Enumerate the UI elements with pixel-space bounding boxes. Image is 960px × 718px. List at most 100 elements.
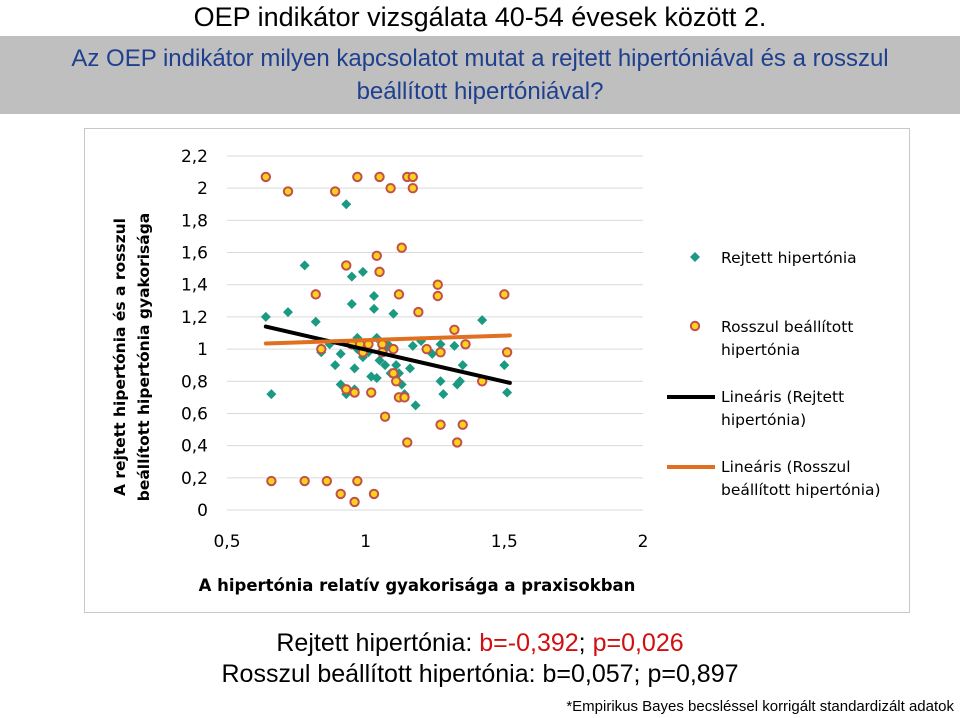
poorly-controlled-point bbox=[368, 488, 380, 500]
y-tick-labels: 0 0,2 0,4 0,6 0,8 1 1,2 1,4 1,6 1,8 2 2,2 bbox=[181, 147, 208, 521]
trend-line-poorly-controlled bbox=[263, 333, 512, 346]
poorly-controlled-point bbox=[451, 437, 463, 448]
y-tick-label: 1,2 bbox=[181, 308, 208, 328]
hidden-hypertension-point bbox=[266, 389, 277, 400]
hidden-hypertension-point bbox=[407, 340, 418, 351]
poorly-controlled-point bbox=[335, 488, 346, 500]
grid-lines bbox=[227, 155, 643, 511]
x-tick-label: 2 bbox=[638, 532, 649, 552]
poorly-controlled-point bbox=[385, 182, 396, 194]
poorly-controlled-point bbox=[352, 171, 363, 183]
question-line-1: Az OEP indikátor milyen kapcsolatot muta… bbox=[71, 45, 889, 72]
poorly-controlled-point bbox=[282, 186, 294, 197]
hidden-hypertension-point bbox=[335, 348, 346, 359]
hidden-hypertension-point bbox=[346, 299, 357, 310]
poorly-controlled-point bbox=[349, 387, 360, 398]
y-axis-title-line-1: A rejtett hipertónia és a rosszul bbox=[111, 218, 129, 496]
y-tick-label: 1,6 bbox=[181, 244, 208, 264]
hidden-hypertension-point bbox=[374, 355, 385, 366]
y-tick-label: 0,8 bbox=[181, 372, 208, 392]
poorly-controlled-point bbox=[379, 411, 391, 422]
trend-lines bbox=[263, 324, 512, 385]
poorly-controlled-point bbox=[435, 347, 446, 358]
legend-marker-poorly-controlled bbox=[689, 320, 701, 332]
poorly-controlled-point bbox=[399, 392, 410, 403]
poorly-controlled-point bbox=[341, 384, 352, 395]
result-hidden-p: p=0,026 bbox=[592, 629, 684, 657]
y-axis-title-line-2: beállított hipertónia gyakorisága bbox=[135, 213, 153, 502]
y-tick-label: 0,2 bbox=[181, 469, 208, 489]
poorly-controlled-point bbox=[316, 343, 327, 355]
hidden-hypertension-point bbox=[368, 290, 379, 301]
trend-line-hidden bbox=[263, 324, 512, 385]
poorly-controlled-point bbox=[499, 289, 510, 300]
hidden-hypertension-point bbox=[438, 389, 449, 400]
poorly-controlled-point bbox=[435, 419, 446, 430]
poorly-controlled-point bbox=[402, 437, 413, 448]
y-tick-label: 0,4 bbox=[181, 437, 208, 457]
legend-label: hipertónia) bbox=[721, 411, 806, 429]
data-points bbox=[260, 171, 513, 508]
hidden-hypertension-point bbox=[357, 266, 368, 277]
hidden-hypertension-point bbox=[299, 260, 310, 271]
hidden-hypertension-point bbox=[368, 303, 379, 314]
poorly-controlled-point bbox=[366, 387, 377, 398]
poorly-controlled-point bbox=[266, 475, 277, 487]
page-title: OEP indikátor vizsgálata 40-54 évesek kö… bbox=[193, 2, 767, 32]
poorly-controlled-point bbox=[396, 242, 407, 253]
x-tick-label: 1,5 bbox=[491, 532, 518, 552]
poorly-controlled-point bbox=[371, 250, 382, 261]
hidden-hypertension-point bbox=[371, 373, 382, 384]
hidden-hypertension-point bbox=[391, 360, 402, 371]
y-tick-label: 1,8 bbox=[181, 211, 208, 231]
y-tick-label: 0,6 bbox=[181, 404, 208, 424]
poorly-controlled-point bbox=[432, 279, 443, 290]
poorly-controlled-point bbox=[374, 171, 385, 183]
result-poorly-controlled: Rosszul beállított hipertónia: b=0,057; … bbox=[221, 660, 739, 688]
poorly-controlled-point bbox=[449, 324, 460, 335]
legend-label: Lineáris (Rosszul bbox=[721, 458, 851, 476]
hidden-hypertension-point bbox=[260, 311, 271, 322]
y-tick-label: 2 bbox=[197, 179, 208, 199]
chart-frame: 0 0,2 0,4 0,6 0,8 1 1,2 1,4 1,6 1,8 2 2,2 0,5 1 1,5 2 … bbox=[84, 128, 910, 613]
poorly-controlled-point bbox=[388, 343, 399, 355]
poorly-controlled-point bbox=[299, 475, 310, 487]
poorly-controlled-point bbox=[421, 343, 432, 355]
hidden-hypertension-point bbox=[346, 271, 357, 282]
legend-label: Rosszul beállított bbox=[721, 318, 853, 336]
poorly-controlled-point bbox=[460, 339, 471, 350]
legend-label: Lineáris (Rejtett bbox=[721, 388, 844, 406]
poorly-controlled-point bbox=[501, 347, 513, 358]
poorly-controlled-point bbox=[393, 289, 405, 300]
result-hidden-label: Rejtett hipertónia: bbox=[276, 629, 480, 657]
poorly-controlled-point bbox=[352, 475, 363, 487]
result-hidden-sep: ; bbox=[578, 629, 593, 657]
legend-label: Rejtett hipertónia bbox=[721, 249, 857, 267]
hidden-hypertension-point bbox=[502, 387, 513, 398]
y-tick-label: 2,2 bbox=[181, 147, 208, 167]
footnote: *Empirikus Bayes becsléssel korrigált st… bbox=[566, 698, 954, 715]
hidden-hypertension-point bbox=[457, 360, 468, 371]
hidden-hypertension-point bbox=[499, 360, 510, 371]
hidden-hypertension-point bbox=[435, 339, 446, 350]
x-tick-label: 0,5 bbox=[213, 532, 240, 552]
legend-marker-hidden bbox=[690, 252, 700, 262]
legend-label: beállított hipertónia) bbox=[721, 481, 881, 499]
legend: Rejtett hipertónia Rosszul beállított hipe… bbox=[667, 249, 881, 499]
result-hidden-hypertension: Rejtett hipertónia: b=-0,392; p=0,026 bbox=[0, 628, 960, 658]
poorly-controlled-point bbox=[374, 266, 385, 278]
poorly-controlled-point bbox=[407, 171, 419, 183]
hidden-hypertension-point bbox=[330, 360, 341, 371]
poorly-controlled-point bbox=[432, 290, 443, 302]
result-hidden-b: b=-0,392 bbox=[479, 629, 579, 657]
hidden-hypertension-point bbox=[341, 199, 352, 210]
poorly-controlled-point bbox=[413, 306, 424, 318]
hidden-hypertension-point bbox=[388, 308, 399, 319]
poorly-controlled-point bbox=[310, 289, 321, 300]
hidden-hypertension-point bbox=[310, 316, 321, 327]
poorly-controlled-point bbox=[341, 260, 352, 271]
hidden-hypertension-point bbox=[477, 315, 488, 326]
x-axis-title: A hipertónia relatív gyakorisága a praxi… bbox=[199, 576, 636, 595]
poorly-controlled-point bbox=[349, 496, 360, 508]
hidden-hypertension-point bbox=[283, 307, 294, 318]
